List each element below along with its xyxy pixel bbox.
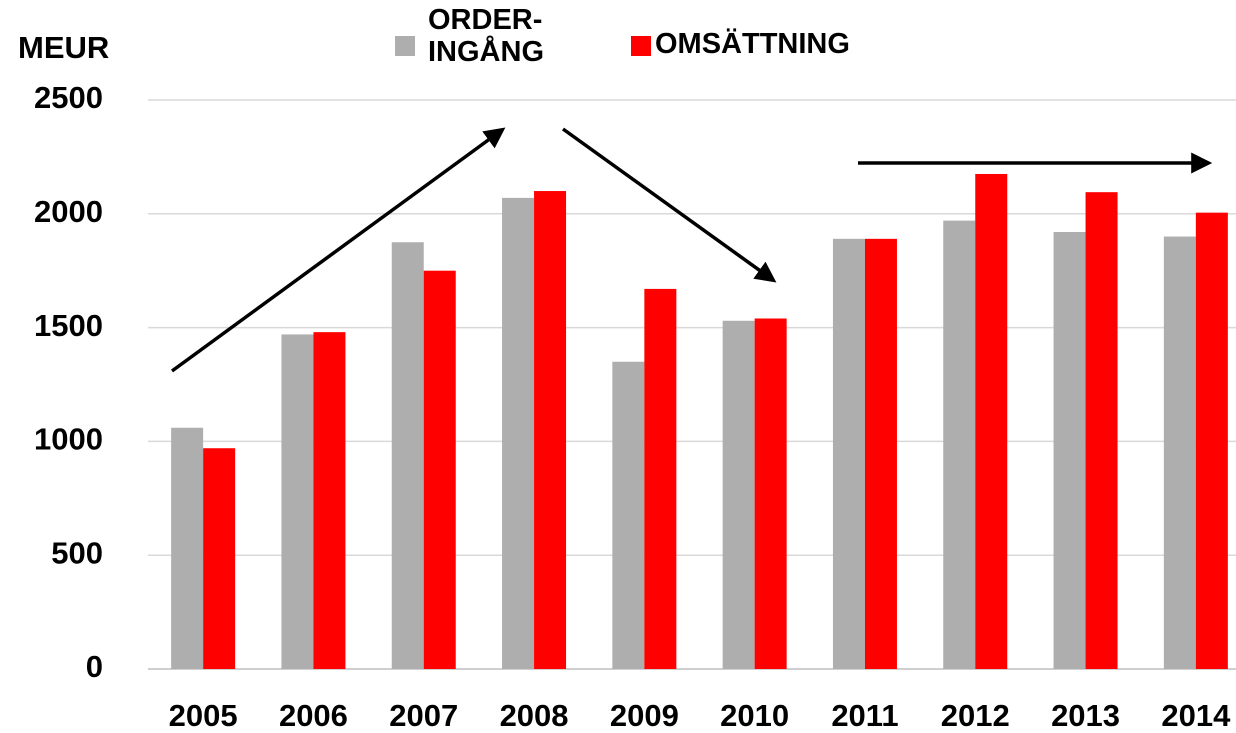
bar (864, 238, 897, 669)
bar (502, 197, 535, 670)
bar (423, 270, 456, 669)
x-tick-label: 2005 (169, 698, 238, 733)
legend-label: ORDER- INGÅNG (428, 4, 544, 68)
bar (832, 238, 865, 669)
bar (1053, 232, 1086, 669)
bar (644, 288, 677, 669)
bar (722, 320, 755, 669)
bar (313, 332, 346, 669)
y-tick-label: 1500 (34, 308, 103, 343)
legend-swatch (631, 36, 651, 56)
legend-swatch (395, 36, 415, 56)
x-tick-label: 2010 (720, 698, 789, 733)
y-tick-label: 500 (51, 535, 103, 570)
bar (943, 220, 976, 670)
x-tick-label: 2006 (279, 698, 348, 733)
x-tick-label: 2009 (610, 698, 679, 733)
x-tick-label: 2008 (500, 698, 569, 733)
trend-arrow (561, 127, 777, 283)
y-tick-label: 2500 (34, 80, 103, 115)
bar (1195, 212, 1228, 670)
bar (612, 361, 645, 669)
trend-arrow (170, 127, 506, 373)
bar (534, 191, 567, 670)
bar (171, 427, 204, 669)
x-tick-label: 2012 (941, 698, 1010, 733)
bar (975, 173, 1008, 669)
x-tick-label: 2011 (831, 698, 898, 733)
bar (281, 334, 314, 669)
y-tick-label: 2000 (34, 194, 103, 229)
legend-label: OMSÄTTNING (655, 28, 850, 60)
bar (1163, 236, 1196, 669)
bar (203, 448, 236, 669)
x-tick-label: 2007 (389, 698, 458, 733)
y-axis-label: MEUR (18, 30, 109, 65)
bar (1085, 192, 1118, 670)
y-tick-label: 0 (86, 649, 103, 684)
x-tick-label: 2013 (1051, 698, 1120, 733)
bar (754, 318, 787, 669)
y-tick-label: 1000 (34, 422, 103, 457)
x-tick-label: 2014 (1161, 698, 1231, 733)
bar (391, 242, 424, 669)
